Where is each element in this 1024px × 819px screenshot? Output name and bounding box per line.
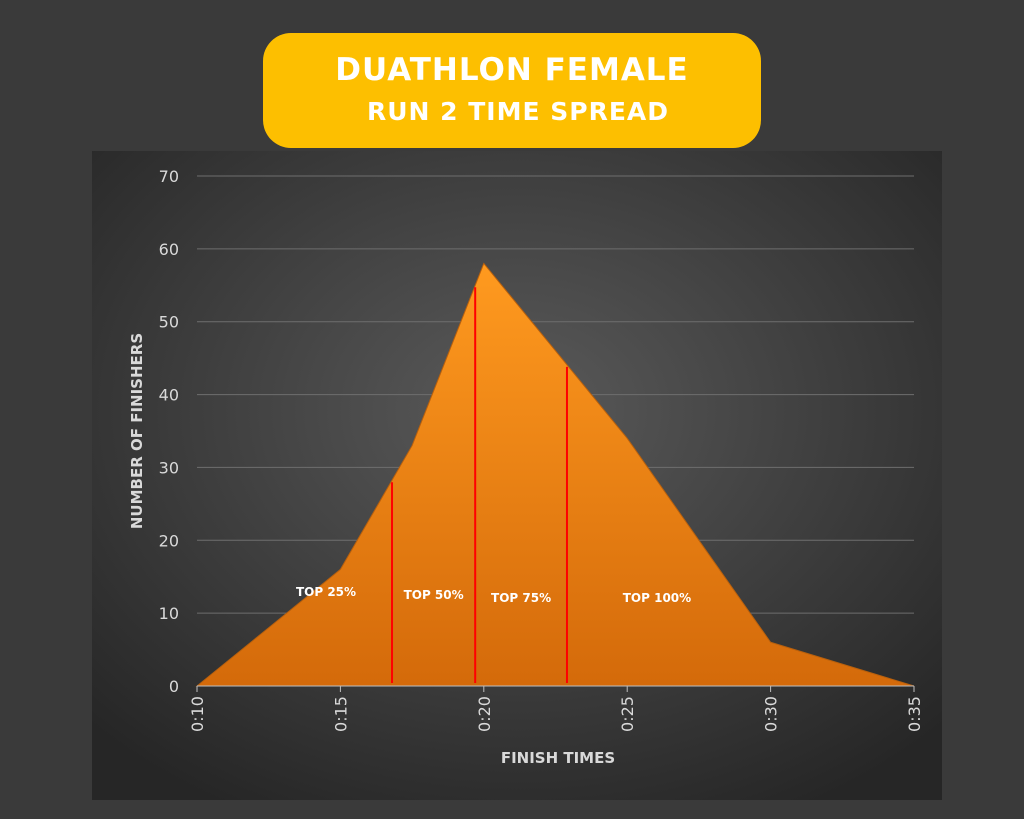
x-tick-label: 0:20 xyxy=(475,696,494,732)
y-tick-label: 60 xyxy=(159,240,179,259)
area-series-fill xyxy=(195,262,915,687)
percentile-label: TOP 100% xyxy=(623,591,691,605)
y-tick-label: 70 xyxy=(159,167,179,186)
x-tick-label: 0:30 xyxy=(762,696,781,732)
x-axis-label: FINISH TIMES xyxy=(501,749,615,767)
area-series xyxy=(195,262,915,687)
percentile-markers: TOP 25% TOP 50% TOP 75% TOP 100% xyxy=(296,287,691,683)
chart-panel: TOP 25% TOP 50% TOP 75% TOP 100% 0 10 20 30 40 5… xyxy=(92,151,942,800)
x-tick-label: 0:15 xyxy=(331,696,350,732)
y-tick-label: 10 xyxy=(159,604,179,623)
x-tick-label: 0:25 xyxy=(618,696,637,732)
y-axis-label: NUMBER OF FINISHERS xyxy=(128,333,146,529)
y-tick-label: 0 xyxy=(169,677,179,696)
y-tick-label: 20 xyxy=(159,531,179,550)
percentile-label: TOP 50% xyxy=(404,588,464,602)
chart-subtitle: RUN 2 TIME SPREAD xyxy=(366,97,670,126)
percentile-label: TOP 25% xyxy=(296,585,356,599)
percentile-label: TOP 75% xyxy=(491,591,551,605)
y-tick-label: 40 xyxy=(159,386,179,405)
axes: 0 10 20 30 40 50 60 70 0:10 0:15 0:20 0:25 0:30 0:35 xyxy=(159,167,924,732)
x-tick-label: 0:35 xyxy=(905,696,924,732)
chart-title: DUATHLON FEMALE xyxy=(335,52,689,88)
y-tick-label: 50 xyxy=(159,313,179,332)
area-chart: TOP 25% TOP 50% TOP 75% TOP 100% 0 10 20 30 40 5… xyxy=(92,151,942,800)
title-banner: DUATHLON FEMALE RUN 2 TIME SPREAD xyxy=(263,33,761,148)
x-tick-label: 0:10 xyxy=(188,696,207,732)
y-tick-label: 30 xyxy=(159,458,179,477)
